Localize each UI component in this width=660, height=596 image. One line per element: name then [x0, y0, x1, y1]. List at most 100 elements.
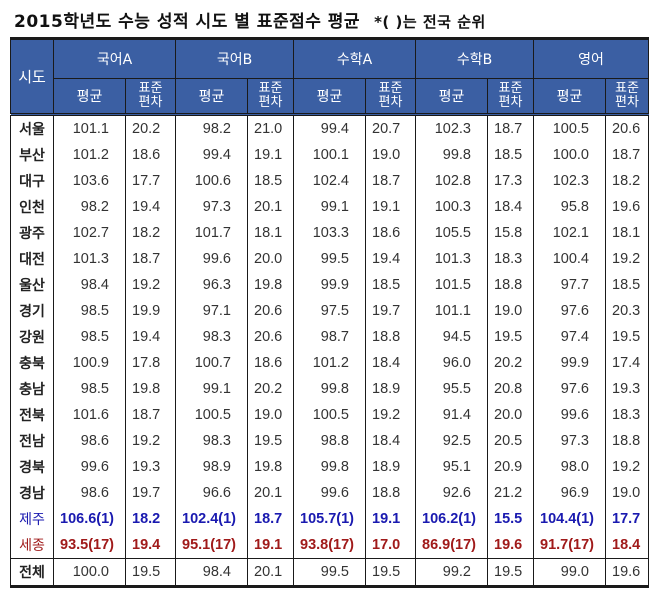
avg-score-cell: 91.4	[415, 402, 488, 428]
std-dev-cell: 18.5	[247, 168, 294, 194]
table-row: 충북 100.9 17.8 100.7 18.6 101.2 18.4 96.0 20.2 99.…	[10, 350, 650, 376]
std-dev-cell: 18.7	[247, 506, 294, 532]
std-dev-cell: 17.7	[604, 506, 650, 532]
std-dev-cell: 18.7	[604, 142, 650, 168]
header-std-dev-line2: 편차	[378, 95, 403, 110]
avg-score-cell: 106.2(1)	[415, 506, 488, 532]
avg-score-cell: 100.7	[175, 350, 248, 376]
avg-score-cell: 100.6	[175, 168, 248, 194]
avg-score-cell: 102.7	[53, 220, 126, 246]
region-name: 부산	[10, 142, 54, 168]
avg-score-cell: 102.1	[533, 220, 606, 246]
table-row: 강원 98.5 19.4 98.3 20.6 98.7 18.8 94.5 19.5 97.4 19…	[10, 324, 650, 350]
std-dev-cell: 18.1	[604, 220, 650, 246]
avg-score-cell: 91.7(17)	[533, 532, 606, 559]
header-subject-math-a: 수학A	[293, 37, 416, 79]
std-dev-cell: 19.3	[604, 376, 650, 402]
header-std-dev-line1: 표준	[378, 81, 403, 96]
region-name: 인천	[10, 194, 54, 220]
header-std-dev-line1: 표준	[498, 81, 523, 96]
avg-score-cell: 93.8(17)	[293, 532, 366, 559]
avg-score-cell: 98.6	[53, 480, 126, 506]
avg-score-cell: 98.3	[175, 428, 248, 454]
std-dev-cell: 20.1	[247, 558, 294, 588]
header-std-dev: 표준 편차	[604, 78, 650, 116]
avg-score-cell: 101.1	[53, 114, 126, 142]
std-dev-cell: 20.2	[247, 376, 294, 402]
avg-score-cell: 97.6	[533, 376, 606, 402]
std-dev-cell: 18.5	[365, 272, 416, 298]
std-dev-cell: 18.6	[247, 350, 294, 376]
avg-score-cell: 102.4	[293, 168, 366, 194]
avg-score-cell: 86.9(17)	[415, 532, 488, 559]
avg-score-cell: 104.4(1)	[533, 506, 606, 532]
avg-score-cell: 98.6	[53, 428, 126, 454]
avg-score-cell: 100.0	[533, 142, 606, 168]
avg-score-cell: 98.5	[53, 324, 126, 350]
std-dev-cell: 19.7	[365, 298, 416, 324]
std-dev-cell: 20.6	[604, 114, 650, 142]
header-subject-math-b: 수학B	[415, 37, 534, 79]
avg-score-cell: 98.4	[53, 272, 126, 298]
table-row: 대전 101.3 18.7 99.6 20.0 99.5 19.4 101.3 18.3 100.…	[10, 246, 650, 272]
avg-score-cell: 101.3	[53, 246, 126, 272]
std-dev-cell: 18.7	[125, 246, 176, 272]
avg-score-cell: 98.8	[293, 428, 366, 454]
avg-score-cell: 99.5	[293, 246, 366, 272]
avg-score-cell: 99.6	[53, 454, 126, 480]
avg-score-cell: 96.6	[175, 480, 248, 506]
region-name: 세종	[10, 532, 54, 559]
std-dev-cell: 20.6	[247, 298, 294, 324]
avg-score-cell: 97.6	[533, 298, 606, 324]
std-dev-cell: 20.9	[487, 454, 534, 480]
table-row: 인천 98.2 19.4 97.3 20.1 99.1 19.1 100.3 18.4 95.8 1…	[10, 194, 650, 220]
std-dev-cell: 18.6	[365, 220, 416, 246]
avg-score-cell: 99.5	[293, 558, 366, 588]
std-dev-cell: 20.8	[487, 376, 534, 402]
header-subject-korean-b: 국어B	[175, 37, 294, 79]
avg-score-cell: 100.9	[53, 350, 126, 376]
table-row: 광주 102.7 18.2 101.7 18.1 103.3 18.6 105.5 15.8 10…	[10, 220, 650, 246]
avg-score-cell: 96.0	[415, 350, 488, 376]
region-name: 울산	[10, 272, 54, 298]
title-main: 2015학년도 수능 성적 시도 별 표준점수 평균	[14, 12, 361, 32]
avg-score-cell: 97.4	[533, 324, 606, 350]
std-dev-cell: 19.0	[604, 480, 650, 506]
avg-score-cell: 98.5	[53, 298, 126, 324]
table-row: 경북 99.6 19.3 98.9 19.8 99.8 18.9 95.1 20.9 98.0 19…	[10, 454, 650, 480]
avg-score-cell: 98.2	[53, 194, 126, 220]
avg-score-cell: 101.7	[175, 220, 248, 246]
std-dev-cell: 18.4	[365, 428, 416, 454]
std-dev-cell: 17.8	[125, 350, 176, 376]
std-dev-cell: 19.5	[365, 558, 416, 588]
avg-score-cell: 94.5	[415, 324, 488, 350]
avg-score-cell: 98.5	[53, 376, 126, 402]
table-row: 충남 98.5 19.8 99.1 20.2 99.8 18.9 95.5 20.8 97.6 19…	[10, 376, 650, 402]
std-dev-cell: 18.4	[604, 532, 650, 559]
std-dev-cell: 18.7	[487, 114, 534, 142]
std-dev-cell: 19.6	[604, 194, 650, 220]
header-std-dev-line2: 편차	[498, 95, 523, 110]
std-dev-cell: 18.8	[604, 428, 650, 454]
region-name: 충북	[10, 350, 54, 376]
avg-score-cell: 97.5	[293, 298, 366, 324]
avg-score-cell: 99.4	[293, 114, 366, 142]
avg-score-cell: 93.5(17)	[53, 532, 126, 559]
std-dev-cell: 18.8	[365, 480, 416, 506]
header-avg: 평균	[293, 78, 366, 116]
table-row: 전체 100.0 19.5 98.4 20.1 99.5 19.5 99.2 19.5 99.0 1…	[10, 558, 650, 588]
avg-score-cell: 102.8	[415, 168, 488, 194]
std-dev-cell: 18.5	[604, 272, 650, 298]
region-name: 서울	[10, 114, 54, 142]
std-dev-cell: 19.6	[604, 558, 650, 588]
std-dev-cell: 19.7	[125, 480, 176, 506]
std-dev-cell: 21.0	[247, 114, 294, 142]
page-title: 2015학년도 수능 성적 시도 별 표준점수 평균 *( )는 전국 순위	[14, 7, 486, 32]
avg-score-cell: 99.8	[293, 454, 366, 480]
avg-score-cell: 99.1	[293, 194, 366, 220]
avg-score-cell: 99.6	[175, 246, 248, 272]
std-dev-cell: 18.6	[125, 142, 176, 168]
avg-score-cell: 98.3	[175, 324, 248, 350]
avg-score-cell: 99.6	[533, 402, 606, 428]
std-dev-cell: 20.3	[604, 298, 650, 324]
